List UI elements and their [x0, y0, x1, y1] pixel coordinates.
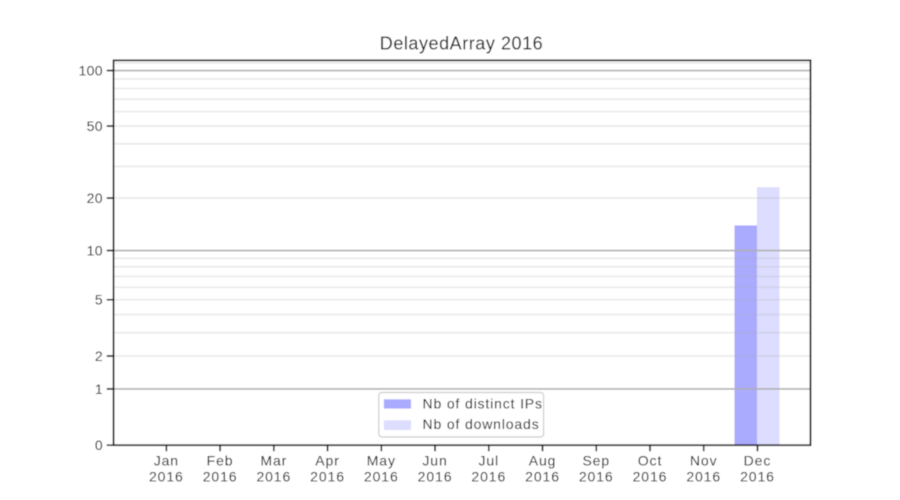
svg-text:2016: 2016 [310, 469, 345, 485]
svg-text:1: 1 [95, 381, 103, 397]
svg-text:0: 0 [95, 437, 103, 453]
svg-text:May: May [367, 452, 396, 468]
svg-text:Nov: Nov [690, 452, 718, 468]
svg-text:2016: 2016 [364, 469, 399, 485]
svg-text:Dec: Dec [744, 452, 772, 468]
svg-text:2016: 2016 [149, 469, 184, 485]
svg-text:DelayedArray 2016: DelayedArray 2016 [380, 33, 543, 53]
svg-text:Oct: Oct [638, 452, 662, 468]
svg-text:20: 20 [87, 190, 103, 206]
svg-text:10: 10 [87, 243, 103, 259]
svg-text:Nb of distinct IPs: Nb of distinct IPs [423, 395, 543, 411]
svg-text:2: 2 [95, 348, 103, 364]
svg-text:2016: 2016 [418, 469, 453, 485]
svg-text:Apr: Apr [315, 452, 340, 468]
svg-text:2016: 2016 [203, 469, 238, 485]
svg-text:2016: 2016 [525, 469, 560, 485]
svg-text:Feb: Feb [207, 452, 234, 468]
svg-text:2016: 2016 [740, 469, 775, 485]
svg-text:2016: 2016 [256, 469, 291, 485]
svg-text:Jul: Jul [478, 452, 499, 468]
svg-text:Nb of downloads: Nb of downloads [423, 416, 540, 432]
svg-text:5: 5 [95, 292, 103, 308]
svg-text:Aug: Aug [529, 452, 557, 468]
svg-text:100: 100 [78, 63, 103, 79]
svg-text:2016: 2016 [686, 469, 721, 485]
svg-text:Jan: Jan [154, 452, 179, 468]
svg-text:50: 50 [87, 118, 103, 134]
svg-text:Sep: Sep [582, 452, 610, 468]
svg-text:2016: 2016 [633, 469, 668, 485]
svg-text:2016: 2016 [471, 469, 506, 485]
svg-text:Jun: Jun [422, 452, 447, 468]
svg-text:2016: 2016 [579, 469, 614, 485]
svg-text:Mar: Mar [260, 452, 287, 468]
